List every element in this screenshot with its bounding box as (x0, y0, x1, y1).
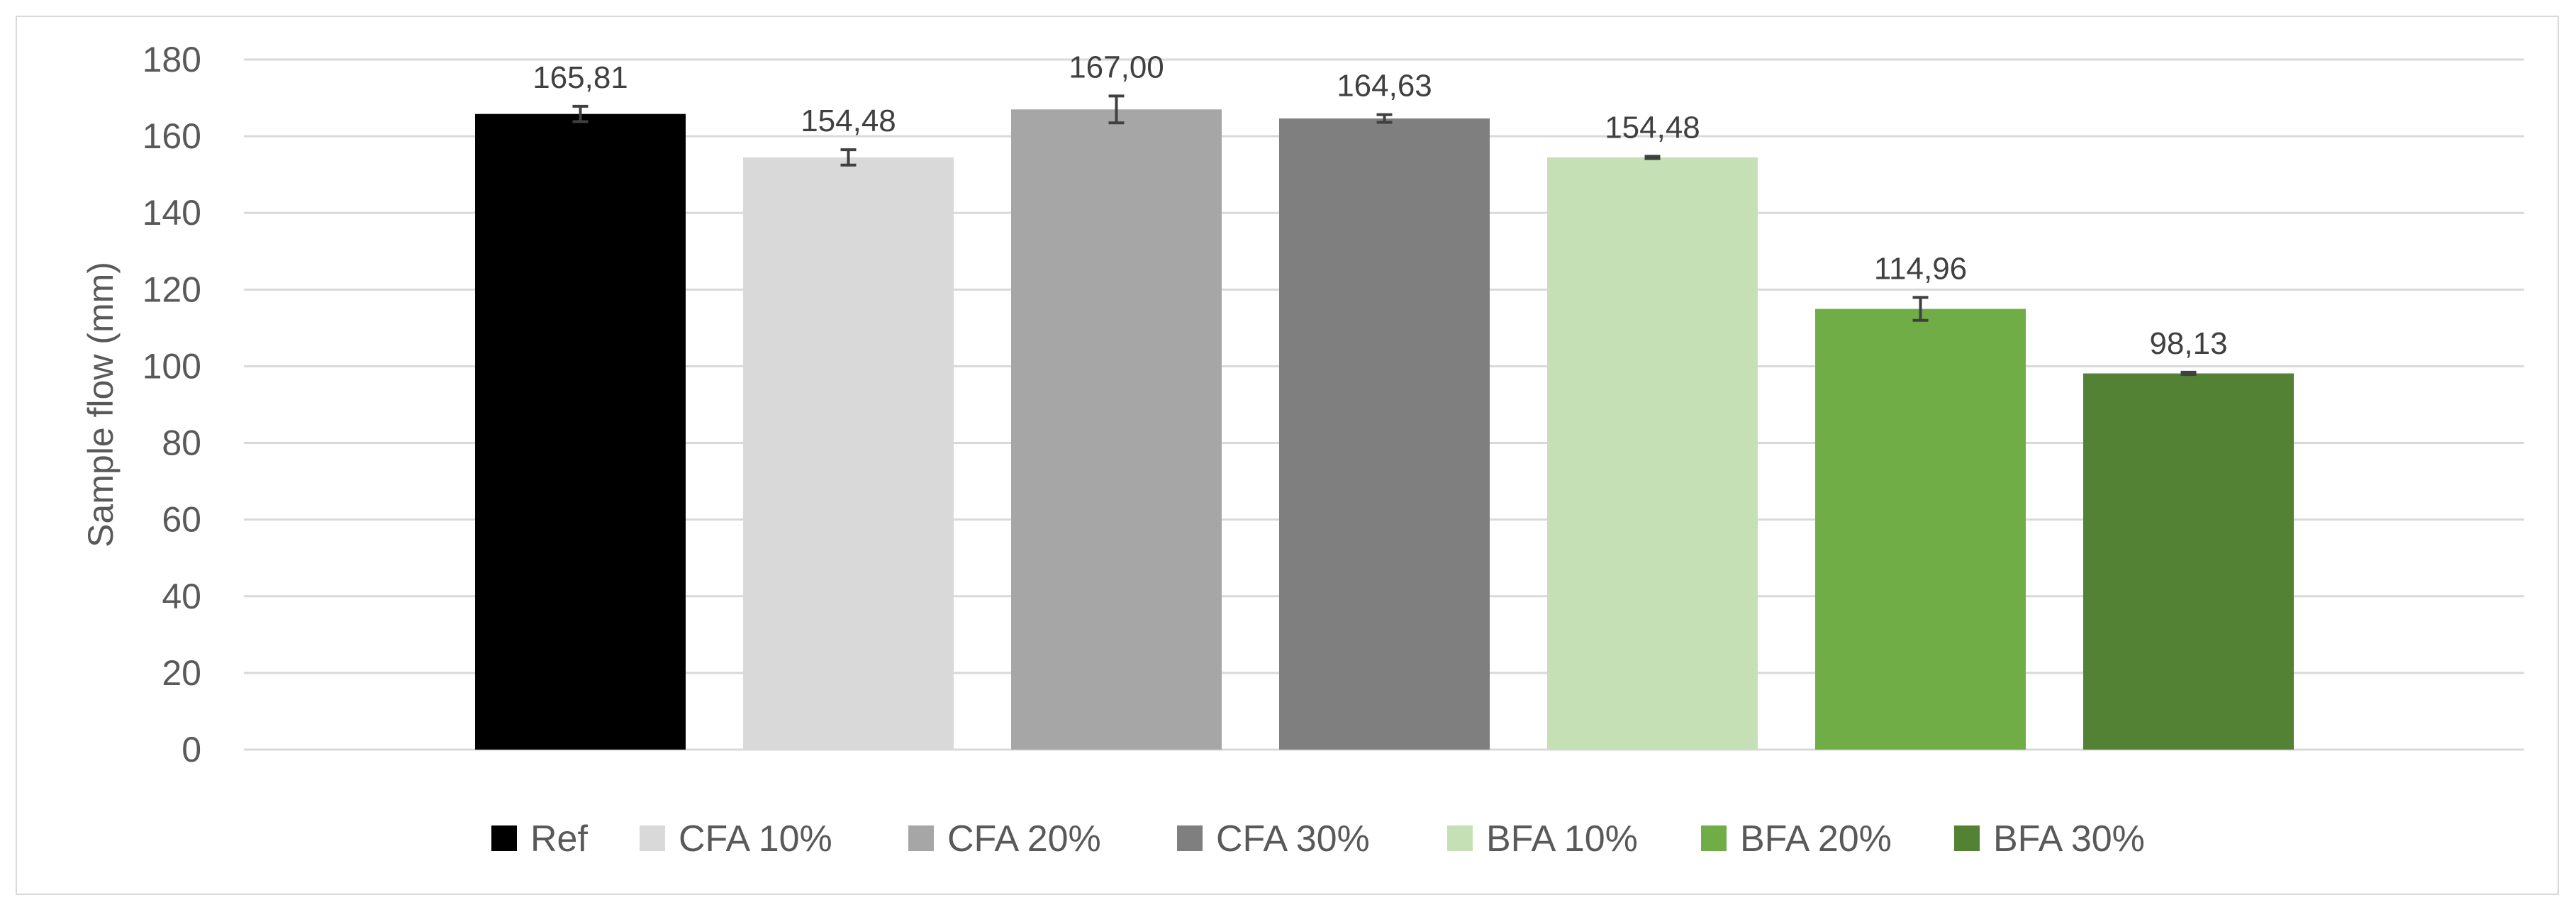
data-label: 164,63 (1337, 69, 1432, 104)
legend-swatch (640, 825, 665, 851)
y-axis-ticks: 0 20 40 60 80 100 120 140 160 180 (143, 40, 201, 769)
legend: Ref CFA 10% CFA 20% CFA 30% BFA 10% BFA 20% BF… (491, 818, 2145, 860)
legend-label: CFA 30% (1216, 818, 1370, 860)
data-labels: 165,81 154,48 167,00 164,63 154,48 114,96 98,1… (533, 50, 2227, 361)
legend-swatch (1447, 825, 1473, 851)
bar (2083, 373, 2294, 750)
legend-item: Ref (491, 818, 588, 860)
legend-label: Ref (530, 818, 588, 860)
data-label: 154,48 (1605, 110, 1700, 145)
bar (475, 113, 686, 750)
error-bar (1108, 94, 1125, 125)
y-tick-label: 100 (143, 346, 201, 386)
error-bar (1912, 296, 1929, 322)
legend-item: BFA 10% (1447, 818, 1638, 860)
legend-label: CFA 10% (679, 818, 832, 860)
y-tick-label: 180 (143, 40, 201, 79)
y-tick-label: 60 (162, 500, 201, 540)
error-bar (1376, 113, 1393, 124)
data-label: 167,00 (1069, 50, 1164, 84)
bar (743, 157, 954, 750)
legend-item: BFA 30% (1954, 818, 2145, 860)
data-label: 114,96 (1874, 251, 1967, 286)
y-tick-label: 40 (162, 577, 201, 616)
legend-label: BFA 30% (1993, 818, 2145, 860)
error-bar (572, 104, 589, 123)
legend-label: CFA 20% (947, 818, 1101, 860)
y-tick-label: 140 (143, 193, 201, 233)
data-label: 154,48 (801, 104, 896, 138)
y-axis-title: Sample flow (mm) (81, 262, 121, 547)
error-bar (840, 148, 857, 167)
bar (1279, 118, 1490, 750)
y-tick-label: 0 (182, 730, 201, 769)
legend-swatch (1701, 825, 1727, 851)
error-bar (1644, 155, 1661, 160)
data-label: 165,81 (533, 60, 628, 95)
bar (1547, 157, 1758, 750)
error-bar (2180, 370, 2197, 377)
legend-swatch (491, 825, 517, 851)
legend-label: BFA 20% (1740, 818, 1892, 860)
legend-swatch (908, 825, 934, 851)
legend-item: CFA 10% (640, 818, 832, 860)
y-tick-label: 120 (143, 269, 201, 309)
bar (1815, 308, 2026, 750)
legend-swatch (1177, 825, 1203, 851)
error-bars (572, 94, 2197, 377)
data-label: 98,13 (2149, 326, 2227, 361)
legend-item: BFA 20% (1701, 818, 1892, 860)
bar (1011, 109, 1222, 750)
legend-label: BFA 10% (1486, 818, 1638, 860)
legend-swatch (1954, 825, 1980, 851)
bars (475, 109, 2294, 750)
legend-item: CFA 30% (1177, 818, 1370, 860)
y-tick-label: 20 (162, 653, 201, 693)
y-tick-label: 160 (143, 116, 201, 156)
y-tick-label: 80 (162, 423, 201, 463)
legend-item: CFA 20% (908, 818, 1101, 860)
